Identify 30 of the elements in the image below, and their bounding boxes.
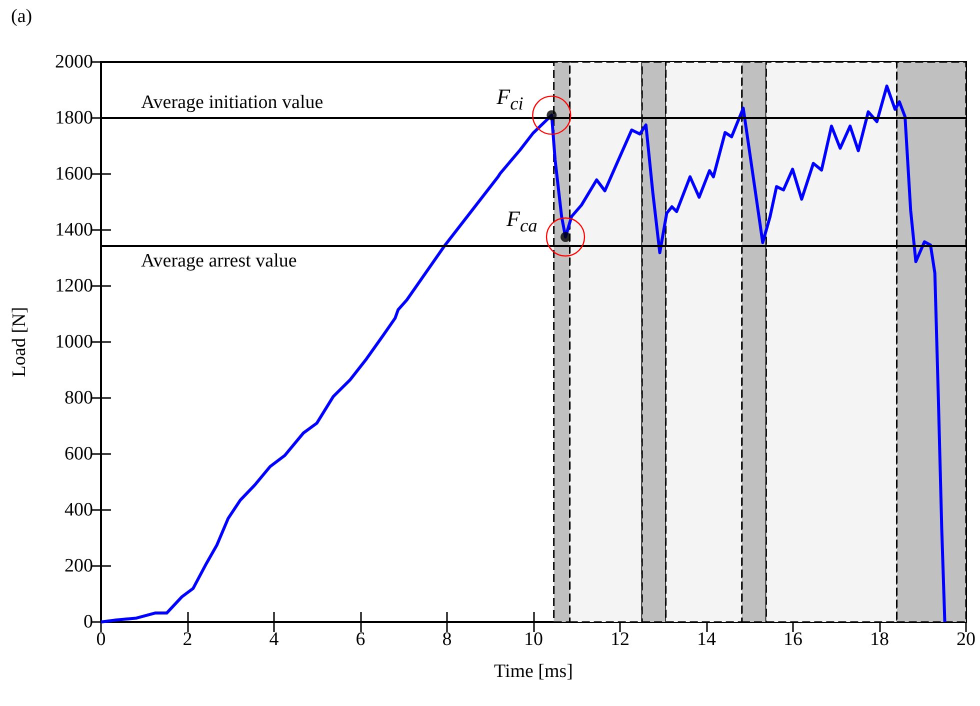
y-tick-label: 1600 bbox=[55, 164, 93, 184]
x-tick-label: 2 bbox=[182, 629, 192, 650]
x-tick-label: 12 bbox=[610, 629, 630, 650]
y-tick-label: 600 bbox=[64, 444, 93, 464]
y-tick-label: 1400 bbox=[55, 220, 93, 240]
y-tick-label: 1800 bbox=[55, 108, 93, 128]
x-tick-label: 16 bbox=[784, 629, 802, 650]
y-tick-label: 800 bbox=[64, 388, 93, 408]
x-tick-label: 4 bbox=[269, 629, 280, 650]
x-tick-label: 18 bbox=[870, 629, 889, 650]
chart-title: (a) bbox=[11, 6, 32, 27]
y-tick-label: 0 bbox=[84, 612, 93, 632]
x-tick-label: 8 bbox=[442, 629, 452, 650]
x-tick-label: 6 bbox=[356, 629, 366, 650]
y-tick-label: 200 bbox=[64, 556, 93, 576]
y-tick-label: 400 bbox=[64, 500, 93, 520]
ref-line-label: Average initiation value bbox=[141, 92, 324, 113]
x-tick-label: 14 bbox=[697, 629, 716, 650]
y-axis-title: Load [N] bbox=[9, 306, 30, 378]
y-tick-label: 1200 bbox=[55, 276, 93, 296]
y-tick-label: 2000 bbox=[55, 52, 93, 72]
ref-line-label: Average arrest value bbox=[141, 250, 297, 272]
annotation: F$_{ci}$ bbox=[496, 84, 524, 114]
y-tick-label: 1000 bbox=[55, 332, 93, 352]
x-axis-title: Time [ms] bbox=[494, 661, 574, 682]
x-tick-label: 20 bbox=[956, 629, 976, 650]
line-series bbox=[100, 84, 946, 624]
x-tick-label: 0 bbox=[96, 629, 106, 650]
annotation: F$_{ca}$ bbox=[506, 206, 538, 236]
x-tick-label: 10 bbox=[524, 629, 543, 650]
